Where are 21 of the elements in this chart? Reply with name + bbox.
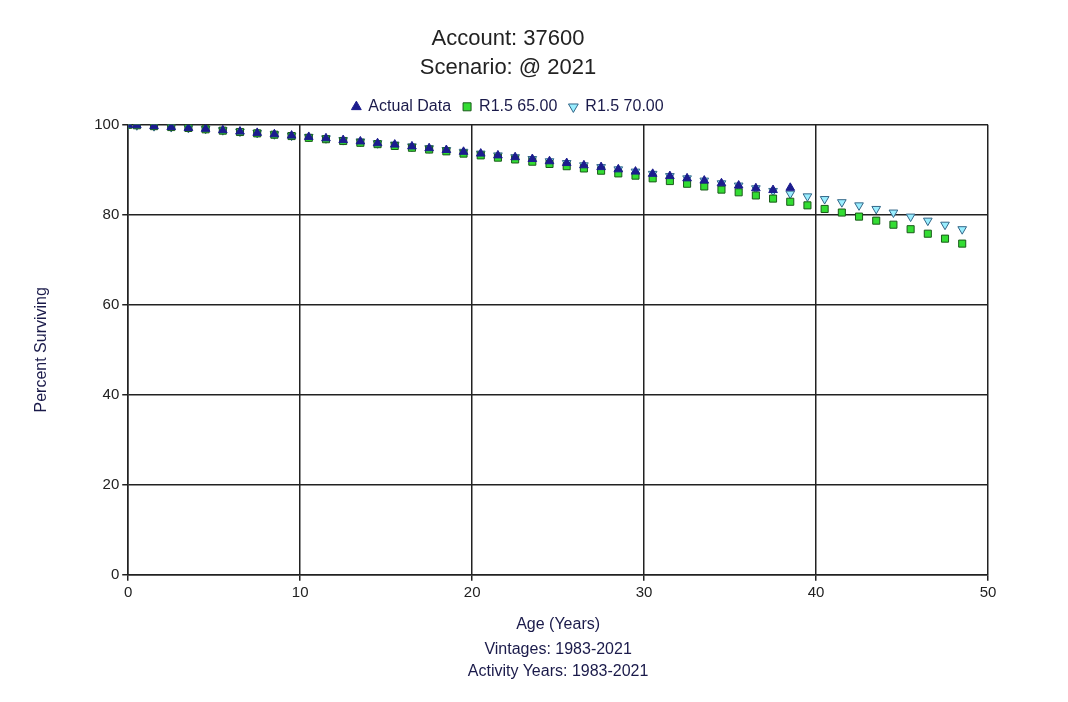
text: Vintages: 1983-2021 xyxy=(484,640,632,658)
y-tick-label: 100 xyxy=(94,114,120,132)
chart-subtitle: Scenario: @ 2021 xyxy=(419,53,597,79)
y-tick-label: 80 xyxy=(102,204,120,222)
x-tick-label: 50 xyxy=(979,582,997,600)
text: Activity Years: 1983-2021 xyxy=(467,662,649,680)
x-tick-label: 20 xyxy=(463,582,481,600)
legend-label: R1.5 70.00 xyxy=(585,97,664,115)
x-tick-label: 30 xyxy=(635,582,653,600)
y-tick-label: 40 xyxy=(102,384,120,402)
x-tick-label: 40 xyxy=(807,582,825,600)
x-tick-label: 0 xyxy=(124,582,133,600)
y-tick-label: 0 xyxy=(110,564,120,582)
y-tick-label: 60 xyxy=(102,294,120,312)
x-axis-title: Age (Years) xyxy=(516,614,601,632)
x-tick-label: 10 xyxy=(291,582,309,600)
legend-label: Actual Data xyxy=(368,97,452,115)
y-axis-title: Percent Surviving xyxy=(32,287,50,413)
chart-title: Account: 37600 xyxy=(431,25,585,51)
y-tick-label: 20 xyxy=(102,474,120,492)
legend-label: R1.5 65.00 xyxy=(479,97,558,115)
